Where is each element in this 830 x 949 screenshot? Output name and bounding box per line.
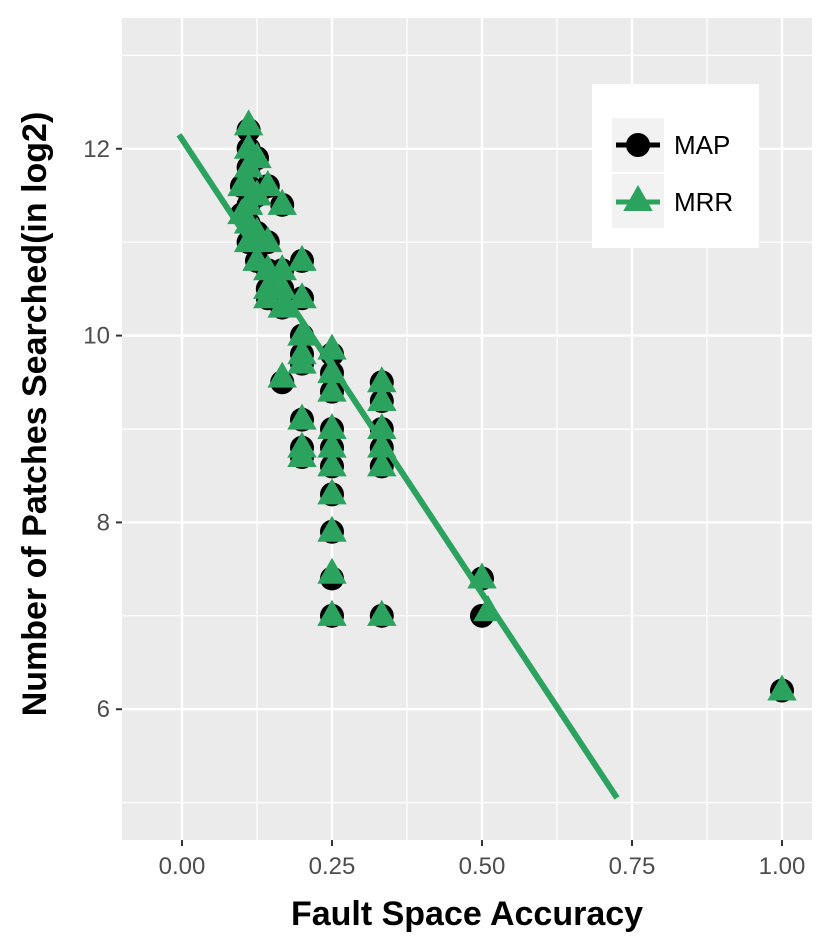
x-tick-label: 0.75 [609,853,656,880]
legend-map-marker [626,133,650,157]
y-axis-title: Number of Patches Searched(in log2) [16,112,54,717]
x-axis-title: Fault Space Accuracy [291,895,643,933]
mrr-point [227,170,257,197]
x-tick-label: 0.00 [159,853,206,880]
mrr-point [287,440,317,468]
legend-label-map: MAP [674,130,730,160]
mrr-point [287,403,317,430]
x-tick-label: 0.50 [459,853,506,880]
mrr-point [367,450,397,477]
y-axis-ticks: 6 8 10 12 [83,136,122,723]
mrr-point [253,170,283,197]
mrr-point [267,361,297,388]
mrr-point [317,450,347,477]
mrr-point [367,384,397,411]
mrr-point [267,188,297,215]
mrr-point [242,142,272,169]
legend: MAP MRR [592,84,759,248]
y-tick-label: 8 [97,509,110,536]
y-tick-label: 6 [97,696,110,723]
mrr-point [253,226,283,253]
mrr-point [317,599,347,626]
x-tick-label: 0.25 [309,853,356,880]
trend-line [176,133,620,800]
mrr-point [287,282,317,309]
trend-line-path [176,133,620,800]
mrr-point [317,478,347,505]
mrr-point [317,557,347,584]
legend-mrr-marker [623,184,653,211]
mrr-point [767,674,797,701]
mrr-point [317,375,347,402]
x-axis-ticks: 0.00 0.25 0.50 0.75 1.00 [159,840,806,880]
mrr-point [287,347,317,374]
y-tick-label: 10 [83,323,110,350]
mrr-point [367,599,397,626]
mrr-point [317,515,347,542]
x-tick-label: 1.00 [759,853,806,880]
mrr-point [287,244,317,271]
legend-label-mrr: MRR [674,187,733,217]
y-tick-label: 12 [83,136,110,163]
